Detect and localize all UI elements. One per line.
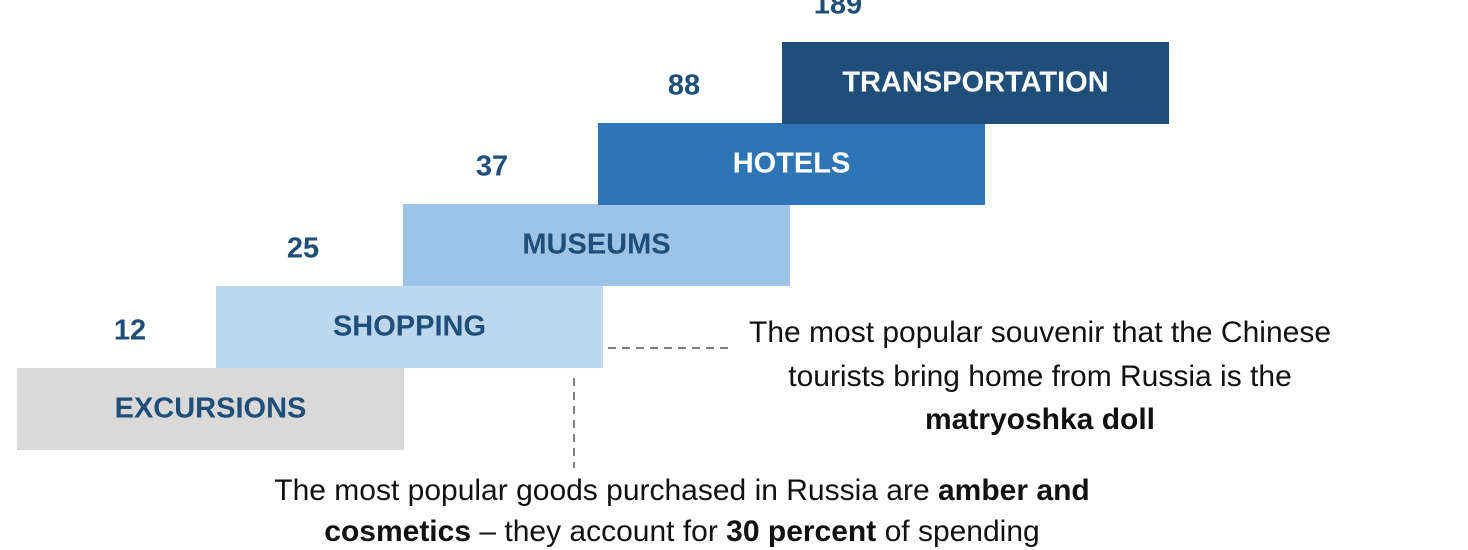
step-box [216, 286, 603, 368]
step-value: 88 [668, 70, 700, 102]
step-box [403, 204, 790, 286]
note-line: matryoshka doll [925, 403, 1155, 436]
step-value: 12 [114, 315, 146, 347]
step-label: HOTELS [733, 148, 851, 180]
step-label: SHOPPING [333, 311, 486, 343]
note-text: of spending [876, 515, 1039, 548]
note-text: The most popular goods purchased in Russ… [274, 474, 938, 507]
step-box [598, 123, 985, 205]
note-line: tourists bring home from Russia is the [788, 360, 1292, 393]
step-value: 25 [287, 233, 319, 265]
note-line: cosmetics – they account for 30 percent … [324, 515, 1039, 548]
note-text: amber and [938, 474, 1090, 507]
note-text: tourists bring home from Russia is the [788, 360, 1292, 393]
step-value: 37 [476, 151, 508, 183]
note-text: – they account for [471, 515, 726, 548]
note-line: The most popular souvenir that the Chine… [749, 316, 1331, 349]
step-box [782, 42, 1169, 124]
note-text: The most popular souvenir that the Chine… [749, 316, 1331, 349]
step-label: EXCURSIONS [115, 393, 307, 425]
step-value: 189 [814, 0, 862, 21]
note-text: cosmetics [324, 515, 471, 548]
step-label: MUSEUMS [522, 229, 670, 261]
step-box [17, 368, 404, 450]
note-text: 30 percent [726, 515, 876, 548]
note-text: matryoshka doll [925, 403, 1155, 436]
step-label: TRANSPORTATION [842, 67, 1108, 99]
note-line: The most popular goods purchased in Russ… [274, 474, 1089, 507]
